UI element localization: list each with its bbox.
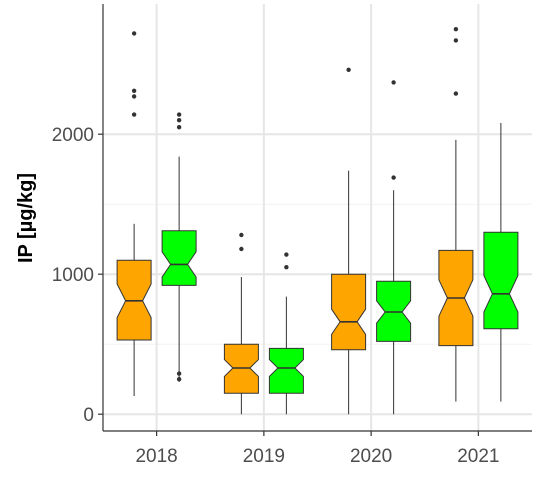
box-2018-2 — [161, 112, 197, 382]
axes: 0 1000 2000 2018 2019 2020 2021 — [52, 4, 532, 467]
box-body — [331, 273, 367, 351]
outlier-point — [453, 27, 459, 32]
outlier-point — [176, 377, 182, 382]
y-axis-title: IP [µg/kg] — [15, 173, 37, 263]
outlier-point — [176, 112, 182, 117]
box-2020-2 — [376, 80, 412, 415]
boxes — [116, 27, 519, 415]
box-body — [268, 347, 304, 394]
box-body — [483, 231, 519, 330]
outlier-point — [131, 112, 137, 117]
box-2019-1 — [223, 232, 259, 415]
outlier-point — [453, 91, 459, 96]
x-tick-label: 2019 — [243, 446, 285, 467]
box-body — [161, 230, 197, 286]
outlier-point — [239, 246, 244, 252]
y-tick-label: 0 — [83, 405, 94, 426]
outlier-point — [131, 94, 137, 99]
box-2021-1 — [438, 27, 474, 402]
outlier-point — [391, 175, 396, 180]
x-tick-label: 2020 — [350, 446, 392, 467]
outlier-point — [131, 31, 137, 36]
outlier-point — [391, 80, 396, 85]
outlier-point — [346, 67, 351, 73]
x-tick-label: 2018 — [135, 446, 177, 467]
box-2021-2 — [483, 123, 519, 402]
outlier-point — [176, 125, 182, 130]
box-2018-1 — [116, 31, 152, 396]
y-tick-label: 2000 — [52, 125, 94, 146]
outlier-point — [176, 371, 182, 376]
box-2020-1 — [331, 67, 367, 415]
x-tick-label: 2021 — [457, 446, 499, 467]
outlier-point — [453, 38, 459, 43]
box-2019-2 — [268, 252, 304, 415]
outlier-point — [239, 232, 244, 238]
outlier-point — [284, 265, 289, 270]
y-tick-label: 1000 — [52, 265, 94, 286]
outlier-point — [284, 252, 289, 257]
outlier-point — [131, 88, 137, 94]
outlier-point — [176, 118, 182, 123]
